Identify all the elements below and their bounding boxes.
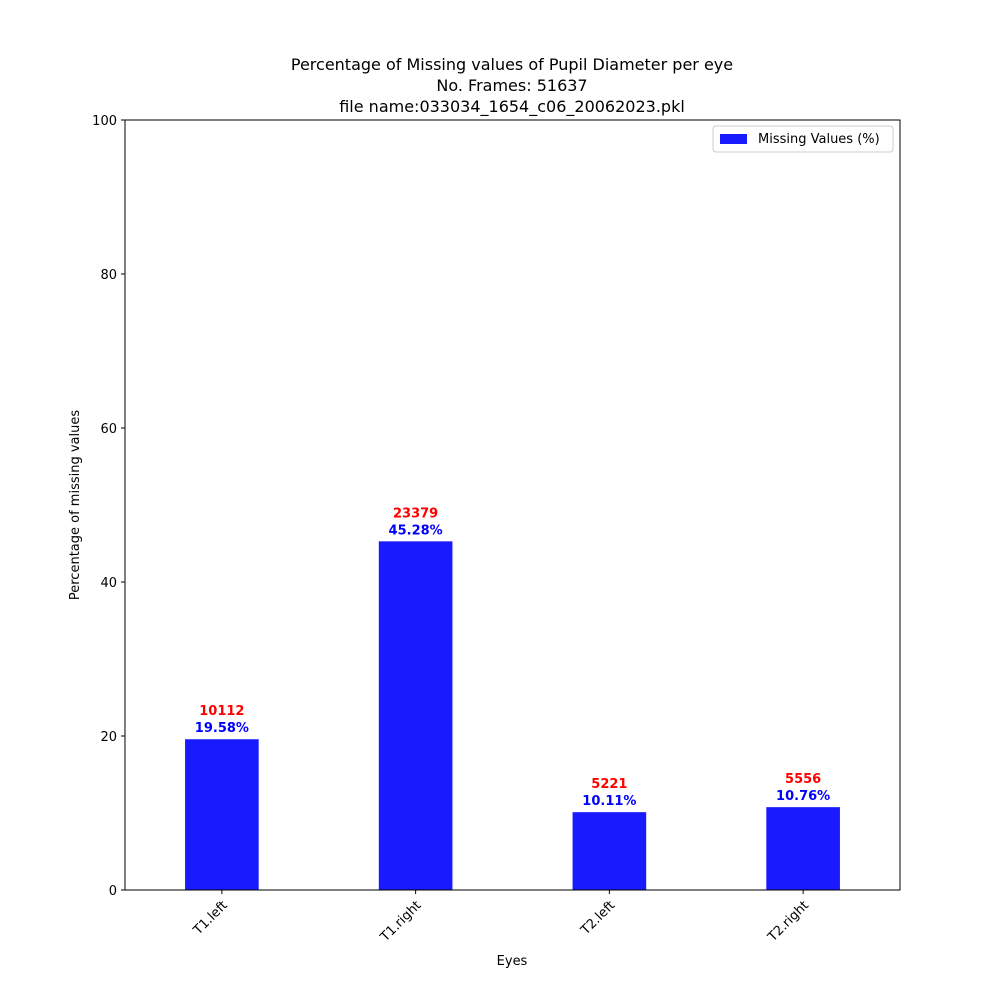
bar-value-label: 10.11% [582, 794, 636, 809]
bar-labels-group: 19.58% 10112 45.28% 23379 10.11% 5221 10.76% 55… [195, 506, 830, 809]
x-axis: T1.left T1.right T2.left T2.right [190, 890, 812, 946]
chart-title-line-3: file name:033034_1654_c06_20062023.pkl [339, 97, 685, 117]
bar-value-label: 19.58% [195, 721, 249, 736]
bars-group [185, 541, 840, 890]
bar-value-label: 45.28% [389, 523, 443, 538]
bar-count-label: 5556 [785, 772, 821, 787]
legend-swatch [720, 134, 747, 144]
legend-label: Missing Values (%) [758, 132, 880, 147]
bar-T2.right [766, 807, 840, 890]
bar-T1.right [378, 541, 453, 890]
x-tick-label: T2.right [765, 898, 812, 945]
y-tick-label: 20 [100, 730, 117, 745]
bar-count-label: 5221 [591, 777, 627, 792]
bar-value-label: 10.76% [776, 789, 830, 804]
y-axis-label: Percentage of missing values [68, 410, 83, 600]
x-tick-label: T1.right [377, 898, 424, 945]
x-tick-label: T2.left [578, 898, 619, 939]
y-tick-label: 0 [109, 884, 117, 899]
legend: Missing Values (%) [712, 125, 894, 153]
legend-box [712, 125, 894, 153]
y-tick-label: 100 [92, 114, 117, 129]
plot-frame [124, 119, 901, 891]
bar-T2.left [572, 812, 647, 890]
x-tick-label: T1.left [190, 898, 231, 939]
bar-count-label: 10112 [199, 704, 244, 719]
y-tick-label: 40 [100, 576, 117, 591]
x-axis-label: Eyes [497, 954, 528, 969]
chart-title-line-1: Percentage of Missing values of Pupil Di… [291, 55, 733, 74]
bar-count-label: 23379 [393, 506, 438, 521]
y-tick-label: 60 [100, 422, 117, 437]
chart-title: Percentage of Missing values of Pupil Di… [291, 55, 733, 117]
chart-title-line-2: No. Frames: 51637 [436, 76, 587, 95]
y-tick-label: 80 [100, 268, 117, 283]
y-axis: 0 20 40 60 80 100 [92, 114, 125, 899]
bar-T1.left [185, 739, 259, 890]
